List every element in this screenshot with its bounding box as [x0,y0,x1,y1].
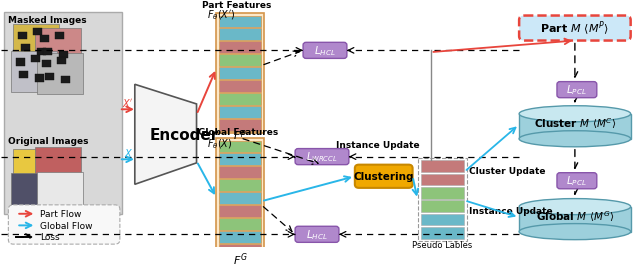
FancyBboxPatch shape [8,205,120,244]
Bar [12,51,57,92]
Bar [220,80,261,92]
Bar [17,58,26,65]
Bar [35,147,81,183]
FancyBboxPatch shape [557,173,596,189]
Bar [42,60,51,67]
FancyBboxPatch shape [295,226,339,242]
Bar [519,207,630,232]
FancyBboxPatch shape [355,165,413,188]
Bar [19,71,28,78]
Text: Global Flow: Global Flow [40,222,93,230]
Bar [13,148,59,184]
Bar [21,44,30,51]
Text: $X$: $X$ [124,147,133,159]
Bar [220,106,261,118]
Bar [220,244,261,256]
Text: $F^p$: $F^p$ [234,128,247,143]
Text: Part Flow: Part Flow [40,210,81,219]
Bar [220,29,261,40]
Text: $L_{PCL}$: $L_{PCL}$ [566,83,588,97]
Text: Cluster Update: Cluster Update [469,167,546,176]
Text: $F^G$: $F^G$ [233,252,248,267]
Text: Masked Images: Masked Images [8,16,87,25]
Ellipse shape [519,223,630,240]
Bar [37,53,83,94]
Bar [417,158,467,241]
Text: $X'$: $X'$ [122,97,134,109]
Text: Part $M$ $\langle M^P\rangle$: Part $M$ $\langle M^P\rangle$ [540,19,609,38]
Bar [220,154,261,165]
Bar [420,227,465,239]
Bar [31,55,40,62]
FancyBboxPatch shape [295,148,349,165]
Text: Clustering: Clustering [353,172,414,182]
Bar [37,172,83,206]
Bar [59,51,68,58]
Text: $F_{\theta}(X)$: $F_{\theta}(X)$ [207,137,233,151]
Bar [216,13,264,134]
Bar [44,48,52,55]
Polygon shape [135,84,196,184]
Text: $L_{PCL}$: $L_{PCL}$ [566,174,588,188]
Text: $L_{WRCCL}$: $L_{WRCCL}$ [306,150,338,164]
Bar [420,214,465,225]
Bar [40,35,49,42]
Text: Part Features: Part Features [202,1,271,10]
Bar [220,93,261,105]
Text: Pseudo Lables: Pseudo Lables [412,241,472,250]
Bar [420,200,465,212]
Text: $L_{HCL}$: $L_{HCL}$ [314,44,336,58]
Bar [55,32,64,39]
Text: Original Images: Original Images [8,137,89,146]
Bar [61,76,70,83]
FancyBboxPatch shape [519,15,630,41]
Text: $F_{\theta}(X')$: $F_{\theta}(X')$ [207,9,236,22]
Text: Encoder: Encoder [150,128,219,143]
Ellipse shape [519,131,630,147]
Bar [35,74,44,82]
Ellipse shape [519,106,630,122]
Text: Global Features: Global Features [198,128,278,137]
Text: Cluster $M$ $\langle M^C\rangle$: Cluster $M$ $\langle M^C\rangle$ [534,116,616,131]
Text: Instance Update: Instance Update [469,207,553,216]
Bar [220,67,261,79]
Bar [13,25,59,65]
Bar [220,218,261,230]
FancyBboxPatch shape [557,82,596,98]
Bar [220,179,261,191]
Bar [220,119,261,131]
Bar [220,41,261,53]
Bar [420,160,465,172]
FancyBboxPatch shape [303,42,347,58]
Bar [220,192,261,204]
Bar [220,140,261,152]
Bar [216,138,264,258]
Bar [19,32,28,39]
Bar [519,114,630,139]
Text: Global $M$ $\langle M^G\rangle$: Global $M$ $\langle M^G\rangle$ [536,209,614,224]
Bar [420,187,465,199]
Text: Instance Update: Instance Update [336,141,420,150]
Text: $L_{HCL}$: $L_{HCL}$ [306,228,328,242]
Text: Loss: Loss [40,233,60,242]
Bar [220,166,261,178]
Bar [57,57,66,64]
Bar [220,205,261,217]
Ellipse shape [519,199,630,215]
Bar [220,54,261,66]
Bar [220,231,261,243]
Bar [37,48,46,55]
Bar [4,12,122,214]
Bar [35,28,81,69]
Bar [220,15,261,27]
Bar [33,28,42,35]
Bar [45,73,54,80]
Bar [12,173,57,207]
Bar [420,174,465,185]
